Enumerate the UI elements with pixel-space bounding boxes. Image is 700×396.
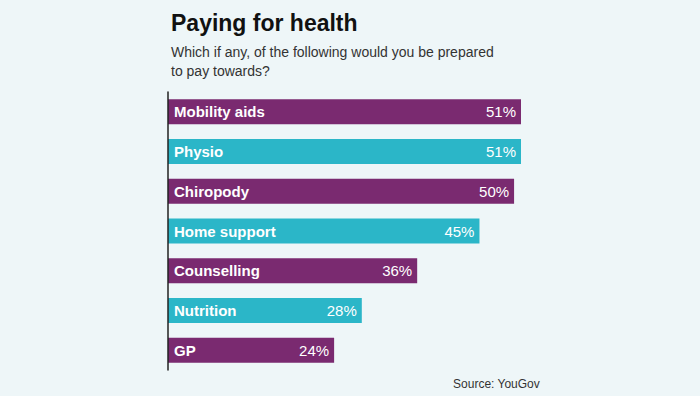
svg-text:Chiropody: Chiropody bbox=[174, 183, 250, 200]
svg-text:50%: 50% bbox=[479, 183, 509, 200]
svg-text:to pay towards?: to pay towards? bbox=[171, 63, 270, 79]
svg-text:Paying for health: Paying for health bbox=[171, 10, 358, 36]
svg-text:51%: 51% bbox=[486, 143, 516, 160]
svg-text:Physio: Physio bbox=[174, 143, 223, 160]
svg-text:GP: GP bbox=[174, 342, 196, 359]
svg-text:51%: 51% bbox=[486, 103, 516, 120]
svg-text:Mobility aids: Mobility aids bbox=[174, 103, 265, 120]
svg-text:28%: 28% bbox=[327, 302, 357, 319]
svg-text:Nutrition: Nutrition bbox=[174, 302, 236, 319]
svg-text:Which if any, of the following: Which if any, of the following would you… bbox=[171, 44, 494, 60]
svg-text:Home support: Home support bbox=[174, 223, 276, 240]
svg-text:36%: 36% bbox=[382, 262, 412, 279]
svg-text:Counselling: Counselling bbox=[174, 262, 260, 279]
svg-text:45%: 45% bbox=[444, 223, 474, 240]
svg-text:24%: 24% bbox=[299, 342, 329, 359]
svg-text:Source: YouGov: Source: YouGov bbox=[453, 377, 540, 391]
